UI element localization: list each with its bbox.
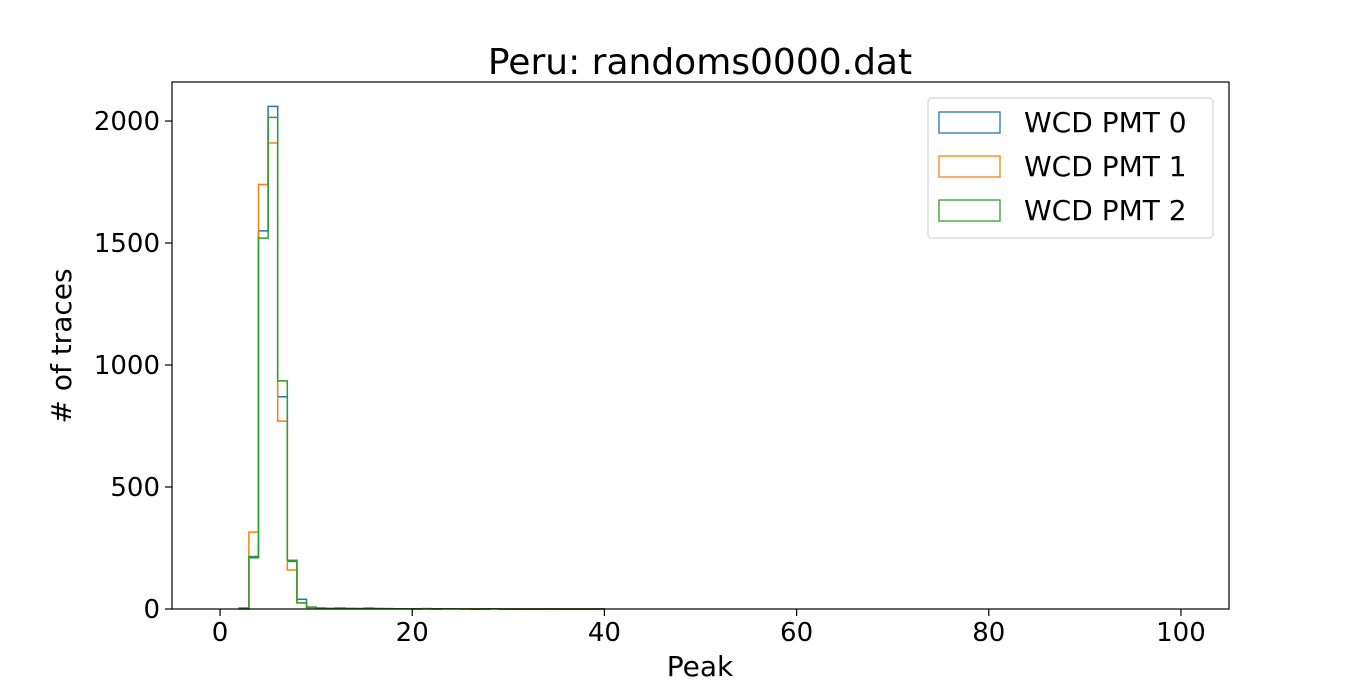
plot-frame bbox=[171, 81, 1230, 610]
y-tick-label: 1500 bbox=[94, 229, 160, 259]
histogram-series-pmt-1 bbox=[238, 142, 605, 610]
series-layer bbox=[238, 105, 606, 610]
legend: WCD PMT 0 WCD PMT 1 WCD PMT 2 bbox=[927, 97, 1214, 239]
histogram-series-pmt-0 bbox=[239, 105, 606, 610]
legend-label: WCD PMT 1 bbox=[1024, 150, 1187, 183]
legend-swatch bbox=[938, 111, 1001, 134]
x-tick-label: 80 bbox=[972, 618, 1005, 648]
legend-label: WCD PMT 2 bbox=[1024, 194, 1187, 227]
x-tick-label: 100 bbox=[1156, 618, 1206, 648]
y-tick-label: 1000 bbox=[94, 351, 160, 381]
legend-label: WCD PMT 0 bbox=[1024, 106, 1187, 139]
x-tick-label: 60 bbox=[780, 618, 813, 648]
x-tick-label: 20 bbox=[396, 618, 429, 648]
legend-swatch bbox=[938, 155, 1001, 178]
y-tick-label: 500 bbox=[110, 473, 160, 503]
histogram-series-pmt-2 bbox=[238, 116, 605, 610]
legend-swatch bbox=[938, 199, 1001, 222]
x-tick-label: 0 bbox=[212, 618, 229, 648]
y-tick-label: 2000 bbox=[94, 107, 160, 137]
chart-title: Peru: randoms0000.dat bbox=[488, 42, 912, 83]
y-tick-label: 0 bbox=[143, 595, 160, 625]
x-axis-label: Peak bbox=[667, 650, 734, 683]
y-axis-label: # of traces bbox=[45, 268, 78, 423]
x-tick-label: 40 bbox=[588, 618, 621, 648]
